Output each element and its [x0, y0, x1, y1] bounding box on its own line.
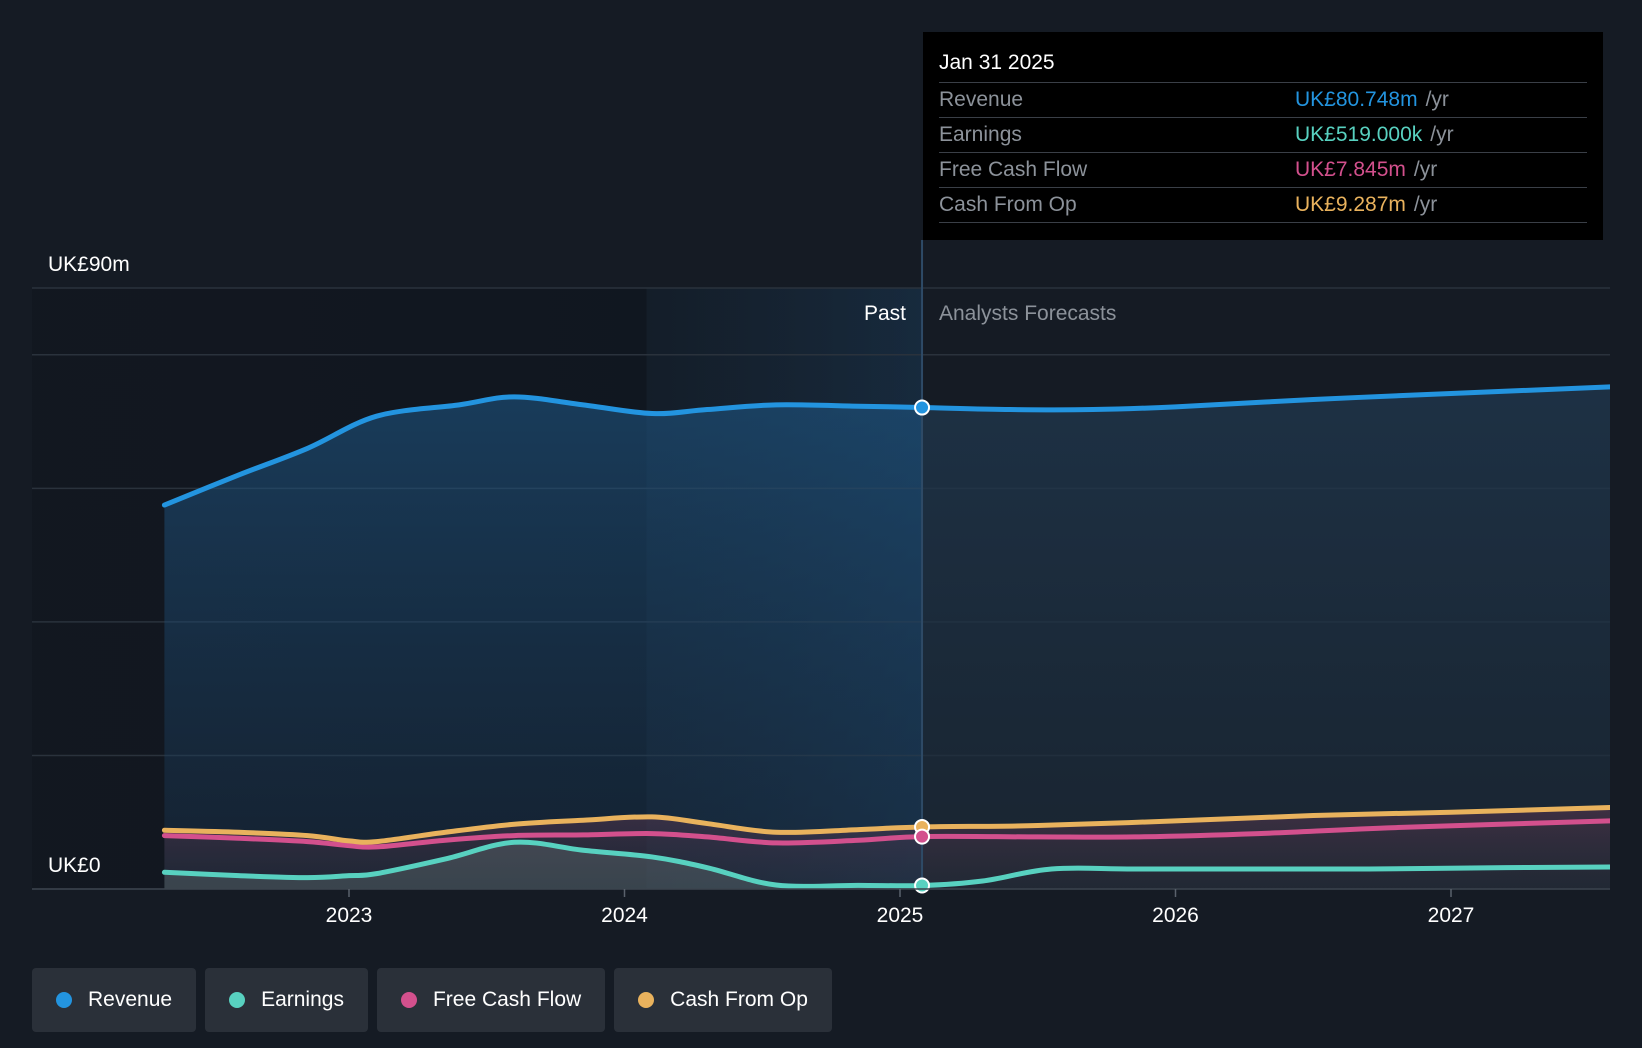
x-axis: 2023 2024 2025 2026 2027 — [32, 888, 1610, 927]
tooltip-row-value: UK£80.748m — [1295, 88, 1418, 111]
y-axis-top-label: UK£90m — [48, 253, 130, 276]
legend-dot-icon — [400, 992, 417, 1008]
revenue-marker — [914, 399, 931, 416]
tooltip-row-label: Revenue — [939, 88, 1024, 111]
tooltip-row-value: UK£9.287m — [1295, 193, 1406, 216]
series-lines — [161, 384, 1610, 889]
legend-item-free-cash-flow[interactable]: Free Cash Flow — [376, 968, 606, 1032]
tooltip-row-unit: /yr — [1430, 123, 1454, 146]
earnings-marker — [914, 877, 931, 894]
legend: Revenue Earnings Free Cash Flow Cash From O… — [32, 968, 832, 1032]
tooltip-row: Earnings UK£519.000k/yr — [939, 117, 1587, 152]
tooltip-row-label: Cash From Op — [939, 193, 1077, 216]
tooltip-row: Revenue UK£80.748m/yr — [939, 82, 1587, 117]
tooltip-row-unit: /yr — [1413, 193, 1438, 216]
x-tick-label: 2024 — [601, 904, 648, 927]
tooltip-row-label: Free Cash Flow — [939, 158, 1088, 181]
forecast-label: Analysts Forecasts — [939, 302, 1116, 325]
legend-dot-icon — [229, 992, 246, 1008]
tooltip-row: Free Cash Flow UK£7.845m/yr — [939, 152, 1587, 187]
legend-label: Revenue — [88, 988, 173, 1011]
revenue-area-forecast — [922, 386, 1610, 889]
legend-label: Cash From Op — [670, 988, 808, 1011]
legend-dot-icon — [638, 992, 655, 1008]
x-tick-label: 2027 — [1428, 904, 1475, 927]
revenue-area-past — [164, 396, 923, 889]
legend-label: Earnings — [261, 988, 344, 1011]
cash-from-op-line — [161, 805, 1610, 845]
x-tick-label: 2026 — [1152, 904, 1199, 927]
tooltip-row: Cash From Op UK£9.287m/yr — [939, 187, 1587, 223]
tooltip-date: Jan 31 2025 — [939, 51, 1055, 74]
legend-label: Free Cash Flow — [432, 988, 582, 1011]
tooltip-row-value: UK£7.845m — [1295, 158, 1406, 181]
tooltip-row-label: Earnings — [939, 123, 1022, 146]
tooltip-row-unit: /yr — [1425, 88, 1449, 111]
earnings-line — [161, 839, 1610, 889]
tooltip-row-unit: /yr — [1413, 158, 1438, 181]
tooltip: Jan 31 2025 Revenue UK£80.748m/yr Earnings… — [923, 32, 1603, 240]
legend-item-cash-from-op[interactable]: Cash From Op — [614, 968, 832, 1032]
x-tick-label: 2025 — [877, 904, 924, 927]
tooltip-row-value: UK£519.000k — [1295, 123, 1423, 146]
x-tick-label: 2023 — [326, 904, 373, 927]
revenue-line — [161, 384, 1610, 508]
legend-item-earnings[interactable]: Earnings — [205, 968, 368, 1032]
legend-dot-icon — [56, 992, 72, 1008]
tooltip-rows: Revenue UK£80.748m/yr Earnings UK£519.000k /… — [939, 82, 1587, 223]
free-cash-flow-marker — [914, 828, 931, 845]
legend-item-revenue[interactable]: Revenue — [32, 968, 197, 1032]
y-axis-bottom-label: UK£0 — [48, 854, 101, 877]
past-label: Past — [864, 302, 906, 325]
free-cash-flow-line — [161, 818, 1610, 850]
